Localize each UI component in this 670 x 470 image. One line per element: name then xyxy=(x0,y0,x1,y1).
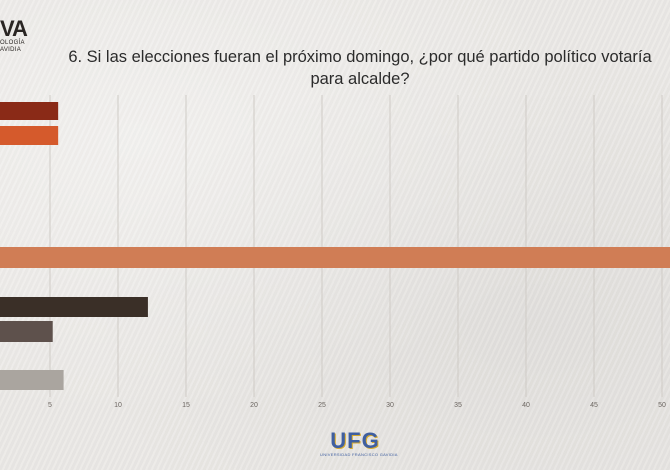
ufg-logo-subtitle: UNIVERSIDAD FRANCISCO GAVIDIA xyxy=(320,452,398,457)
institute-logo: VA OLOGÍA AVIDIA xyxy=(0,18,30,54)
bar xyxy=(0,247,670,268)
bar xyxy=(0,102,59,120)
bar xyxy=(0,297,148,317)
x-tick-label: 15 xyxy=(182,402,190,409)
x-tick-label: 5 xyxy=(48,402,52,409)
logo-line-1: OLOGÍA xyxy=(0,40,25,46)
x-tick-label: 25 xyxy=(318,402,326,409)
logo-mark: VA xyxy=(0,16,28,41)
x-tick-label: 30 xyxy=(386,402,394,409)
ufg-logo: UFG UNIVERSIDAD FRANCISCO GAVIDIA xyxy=(320,428,398,458)
logo-line-2: AVIDIA xyxy=(0,47,22,53)
x-tick-label: 45 xyxy=(590,402,598,409)
x-tick-label: 10 xyxy=(114,402,122,409)
bar xyxy=(0,126,59,145)
x-tick-label: 35 xyxy=(454,402,462,409)
chart-title: 6. Si las elecciones fueran el próximo d… xyxy=(68,48,652,88)
x-tick-label: 40 xyxy=(522,402,530,409)
bar xyxy=(0,370,64,390)
ufg-logo-mark: UFG xyxy=(330,428,380,453)
bar xyxy=(0,321,53,342)
x-tick-label: 20 xyxy=(250,402,258,409)
x-tick-label: 50 xyxy=(658,402,666,409)
